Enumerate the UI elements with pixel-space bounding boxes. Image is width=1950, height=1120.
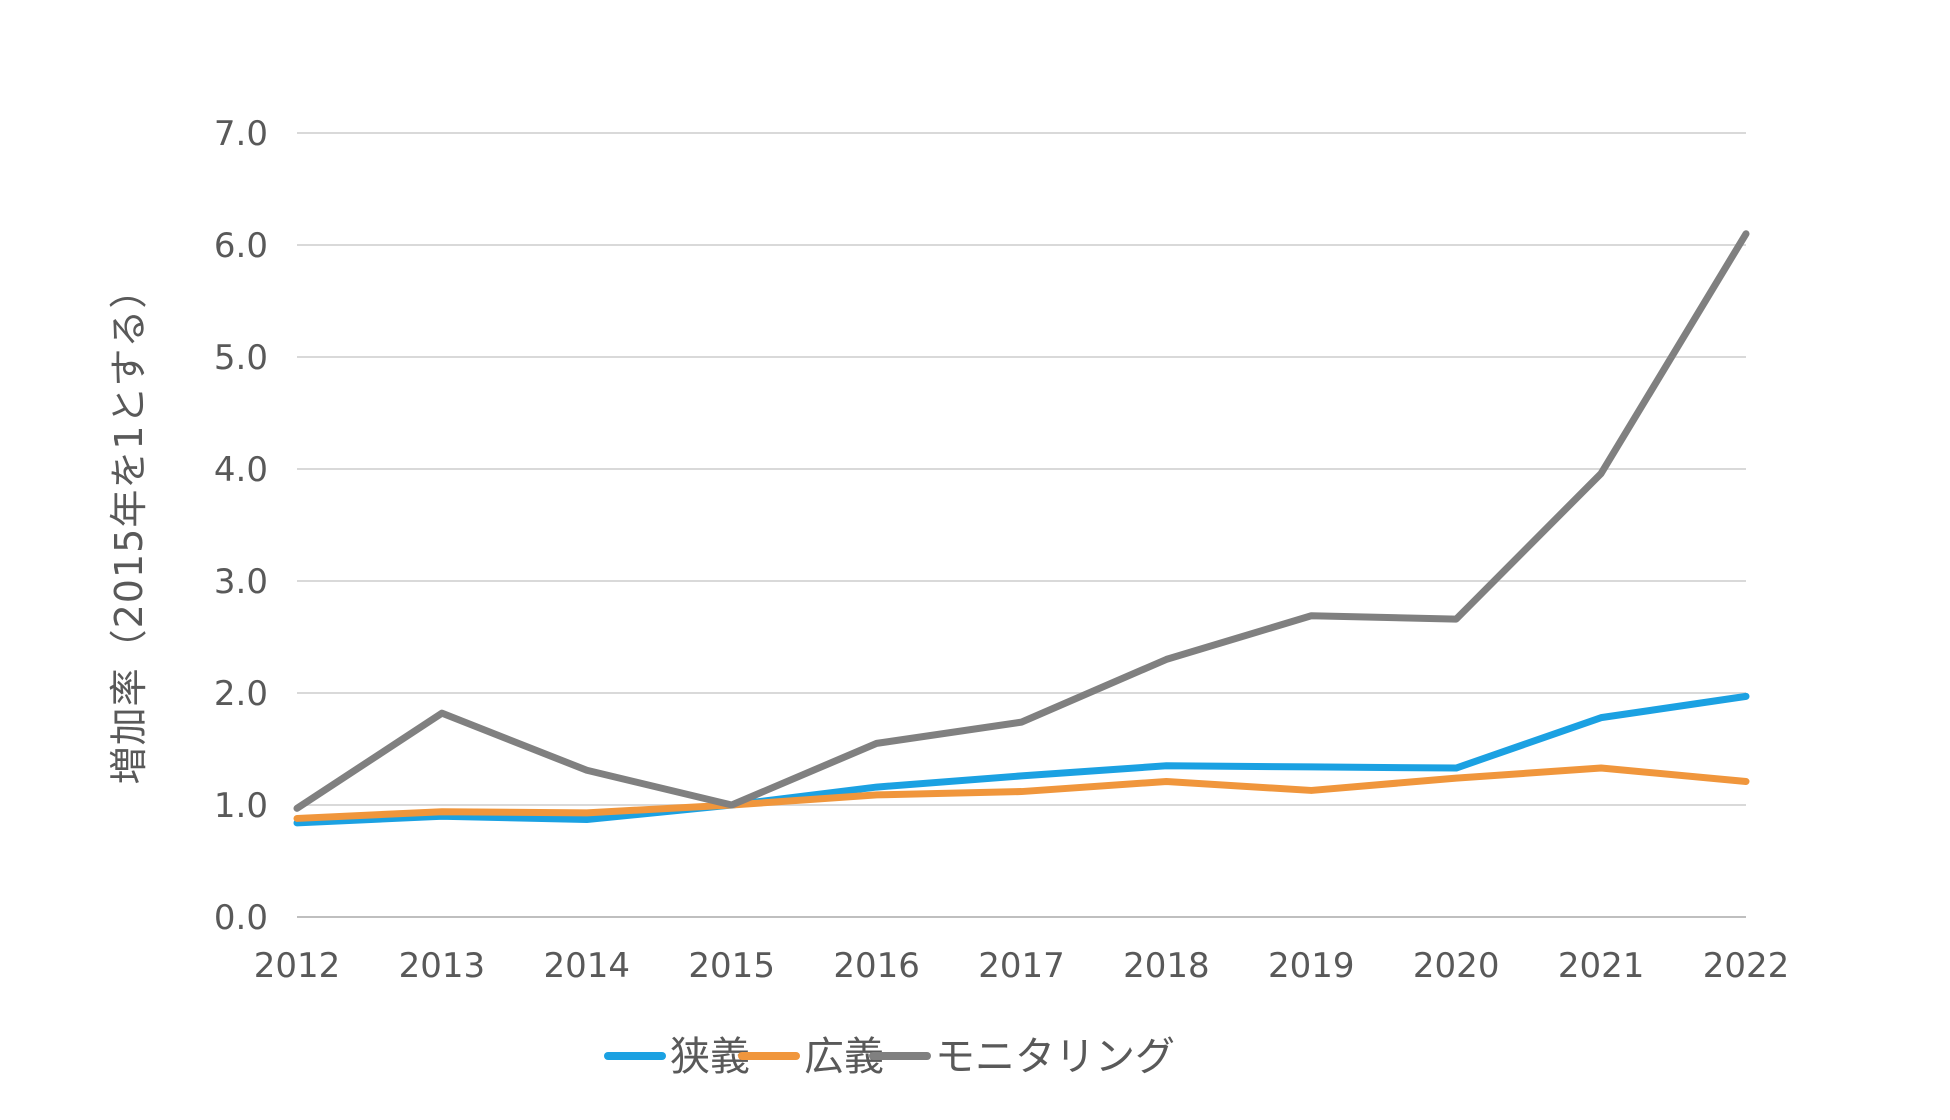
- y-tick-label: 5.0: [214, 338, 268, 378]
- legend-label: モニタリング: [935, 1034, 1175, 1080]
- y-tick-label: 3.0: [214, 562, 268, 602]
- series-line-狭義: [293, 692, 1750, 827]
- legend-item: 狭義: [604, 1034, 750, 1080]
- y-tick-label: 2.0: [214, 674, 268, 714]
- x-tick-label: 2017: [978, 946, 1065, 986]
- y-tick-label: 6.0: [214, 226, 268, 266]
- y-axis-tick-labels: 0.0 1.0 2.0 3.0 4.0 5.0 6.0 7.0: [214, 114, 268, 938]
- x-tick-label: 2014: [544, 946, 631, 986]
- series-line-モニタリング: [293, 230, 1750, 812]
- y-axis-title: 増加率（2015年を1とする）: [107, 270, 151, 785]
- legend-item: 広義: [738, 1034, 884, 1080]
- x-tick-label: 2016: [833, 946, 920, 986]
- x-tick-label: 2019: [1268, 946, 1355, 986]
- x-tick-label: 2022: [1703, 946, 1790, 986]
- y-tick-label: 7.0: [214, 114, 268, 154]
- x-tick-label: 2012: [254, 946, 341, 986]
- legend-item: モニタリング: [869, 1034, 1175, 1080]
- x-tick-label: 2015: [688, 946, 775, 986]
- series-line-広義: [293, 764, 1750, 822]
- x-tick-label: 2013: [399, 946, 486, 986]
- legend: 狭義 広義 モニタリング: [604, 1034, 1175, 1080]
- x-tick-label: 2018: [1123, 946, 1210, 986]
- y-tick-label: 4.0: [214, 450, 268, 490]
- x-axis-tick-labels: 2012 2013 2014 2015 2016 2017 2018 2019 2020 2021…: [254, 946, 1790, 986]
- x-tick-label: 2020: [1413, 946, 1500, 986]
- y-tick-label: 0.0: [214, 898, 268, 938]
- series-lines: [293, 230, 1750, 827]
- legend-label: 狭義: [670, 1034, 750, 1080]
- x-tick-label: 2021: [1558, 946, 1645, 986]
- y-tick-label: 1.0: [214, 786, 268, 826]
- gridlines: [297, 132, 1746, 918]
